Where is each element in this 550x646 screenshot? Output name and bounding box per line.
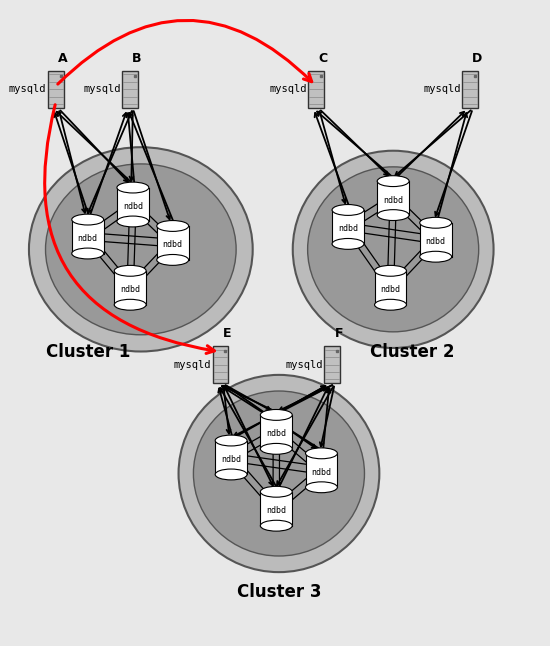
Text: ndbd: ndbd bbox=[338, 224, 358, 233]
Text: ndbd: ndbd bbox=[266, 430, 287, 438]
Ellipse shape bbox=[194, 391, 365, 556]
Bar bbox=[375, 271, 406, 305]
Bar bbox=[117, 187, 149, 222]
Ellipse shape bbox=[215, 469, 247, 480]
Bar bbox=[215, 441, 247, 474]
Ellipse shape bbox=[114, 299, 146, 310]
Ellipse shape bbox=[375, 266, 406, 276]
Bar bbox=[420, 223, 452, 256]
Text: Cluster 3: Cluster 3 bbox=[236, 583, 321, 601]
Text: ndbd: ndbd bbox=[123, 202, 143, 211]
Text: ndbd: ndbd bbox=[381, 285, 400, 294]
Ellipse shape bbox=[72, 214, 103, 225]
Text: C: C bbox=[318, 52, 328, 65]
Bar bbox=[72, 220, 103, 253]
Bar bbox=[260, 415, 292, 449]
Text: mysqld: mysqld bbox=[173, 360, 211, 370]
Bar bbox=[305, 453, 337, 487]
Ellipse shape bbox=[377, 210, 409, 220]
Ellipse shape bbox=[260, 443, 292, 454]
Ellipse shape bbox=[420, 251, 452, 262]
Text: mysqld: mysqld bbox=[285, 360, 322, 370]
Ellipse shape bbox=[117, 182, 149, 193]
Ellipse shape bbox=[305, 482, 337, 493]
FancyBboxPatch shape bbox=[308, 70, 324, 108]
Text: ndbd: ndbd bbox=[120, 285, 140, 294]
Ellipse shape bbox=[215, 435, 247, 446]
Ellipse shape bbox=[377, 176, 409, 187]
Ellipse shape bbox=[260, 410, 292, 421]
Ellipse shape bbox=[72, 248, 103, 259]
Text: Cluster 2: Cluster 2 bbox=[370, 343, 454, 361]
Text: E: E bbox=[223, 328, 232, 340]
Text: ndbd: ndbd bbox=[426, 237, 446, 246]
Ellipse shape bbox=[179, 375, 380, 572]
Ellipse shape bbox=[293, 151, 493, 348]
Ellipse shape bbox=[332, 238, 364, 249]
Text: A: A bbox=[58, 52, 68, 65]
Ellipse shape bbox=[157, 255, 189, 266]
Bar bbox=[157, 226, 189, 260]
FancyBboxPatch shape bbox=[212, 346, 228, 383]
FancyBboxPatch shape bbox=[48, 70, 64, 108]
Ellipse shape bbox=[307, 167, 478, 332]
FancyBboxPatch shape bbox=[122, 70, 138, 108]
Text: mysqld: mysqld bbox=[9, 84, 46, 94]
FancyBboxPatch shape bbox=[462, 70, 478, 108]
Text: ndbd: ndbd bbox=[163, 240, 183, 249]
FancyBboxPatch shape bbox=[324, 346, 340, 383]
Text: ndbd: ndbd bbox=[221, 455, 241, 464]
Text: ndbd: ndbd bbox=[383, 196, 403, 205]
Bar bbox=[332, 210, 364, 244]
Bar bbox=[260, 492, 292, 526]
Ellipse shape bbox=[260, 520, 292, 531]
Ellipse shape bbox=[420, 217, 452, 228]
Bar bbox=[114, 271, 146, 305]
Bar bbox=[377, 181, 409, 215]
Text: ndbd: ndbd bbox=[78, 234, 98, 243]
Ellipse shape bbox=[117, 216, 149, 227]
Ellipse shape bbox=[260, 486, 292, 497]
Text: D: D bbox=[472, 52, 482, 65]
Ellipse shape bbox=[29, 147, 252, 351]
Text: B: B bbox=[133, 52, 142, 65]
Text: ndbd: ndbd bbox=[311, 468, 332, 477]
Ellipse shape bbox=[332, 205, 364, 215]
Text: mysqld: mysqld bbox=[83, 84, 120, 94]
Ellipse shape bbox=[46, 164, 236, 335]
Ellipse shape bbox=[375, 299, 406, 310]
Ellipse shape bbox=[305, 448, 337, 459]
Text: mysqld: mysqld bbox=[423, 84, 461, 94]
Text: F: F bbox=[335, 328, 343, 340]
Text: Cluster 1: Cluster 1 bbox=[46, 343, 130, 361]
Ellipse shape bbox=[114, 266, 146, 276]
Text: ndbd: ndbd bbox=[266, 506, 287, 515]
Text: mysqld: mysqld bbox=[269, 84, 306, 94]
Ellipse shape bbox=[157, 220, 189, 231]
